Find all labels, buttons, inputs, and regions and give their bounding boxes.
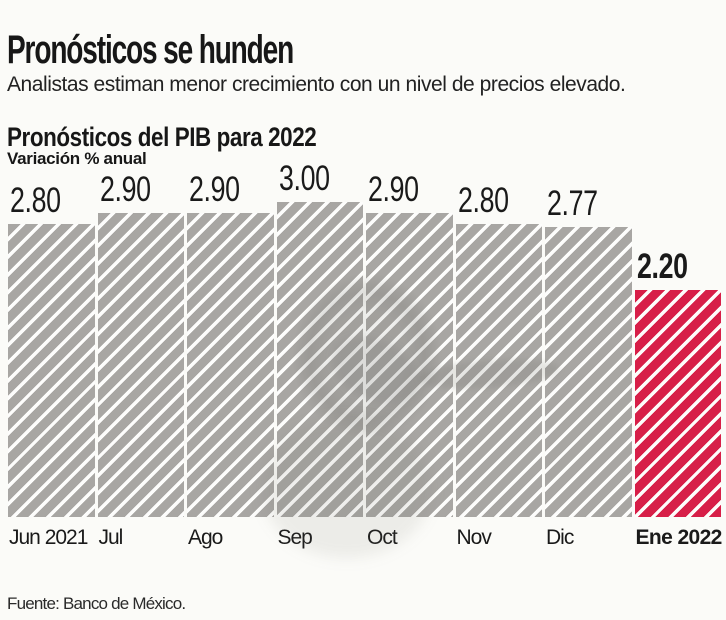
- bar-group: 2.90 Ago: [187, 172, 274, 549]
- bar: 2.80: [8, 183, 95, 517]
- bar-value-label: 2.90: [99, 170, 151, 209]
- bar-group: 2.77 Dic: [545, 186, 632, 549]
- x-axis-label: Oct: [367, 526, 398, 549]
- bar-chart: 2.80 Jun 2021 2.90 Jul 2.90 Ago 3.00 Sep 2.90 Oct…: [8, 161, 722, 549]
- x-axis-label: Ago: [188, 526, 223, 549]
- x-axis-label: Nov: [456, 526, 492, 549]
- bar-group: 2.90 Jul: [97, 172, 184, 549]
- x-axis-label: Dic: [546, 526, 574, 549]
- bar-value-label: 2.20: [636, 247, 688, 286]
- bar-value-label: 2.90: [189, 170, 240, 209]
- bar-value-label: 3.00: [278, 159, 330, 198]
- bar-value-label: 2.80: [457, 181, 509, 220]
- bar-group: 3.00 Sep: [276, 161, 363, 549]
- bar: 2.80: [455, 183, 542, 517]
- bar: 2.90: [97, 172, 184, 517]
- bar: 2.77: [545, 186, 632, 517]
- source-note: Fuente: Banco de México.: [7, 594, 186, 613]
- x-axis-label: Ene 2022: [635, 526, 723, 549]
- page-title: Pronósticos se hunden: [7, 27, 294, 72]
- bar-group: 2.90 Oct: [366, 172, 453, 549]
- x-axis-label: Jul: [98, 526, 124, 549]
- bar-group: 2.80 Nov: [455, 183, 542, 549]
- bar: 2.90: [187, 172, 274, 517]
- bar-value-label: 2.80: [10, 181, 61, 220]
- bar-value-label: 2.90: [368, 170, 419, 209]
- page-subtitle: Analistas estiman menor crecimiento con …: [7, 73, 626, 96]
- bar-group: 2.80 Jun 2021: [8, 183, 95, 549]
- chart-unit-label: Variación % anual: [7, 149, 147, 168]
- bar-highlighted: 2.20: [634, 249, 721, 517]
- x-axis-label: Jun 2021: [9, 526, 88, 549]
- bar: 3.00: [276, 161, 363, 517]
- x-axis-label: Sep: [277, 526, 313, 549]
- bar: 2.90: [366, 172, 453, 517]
- chart-title: Pronósticos del PIB para 2022: [7, 122, 317, 153]
- bar-value-label: 2.77: [547, 184, 598, 223]
- bar-group: 2.20 Ene 2022: [634, 202, 722, 549]
